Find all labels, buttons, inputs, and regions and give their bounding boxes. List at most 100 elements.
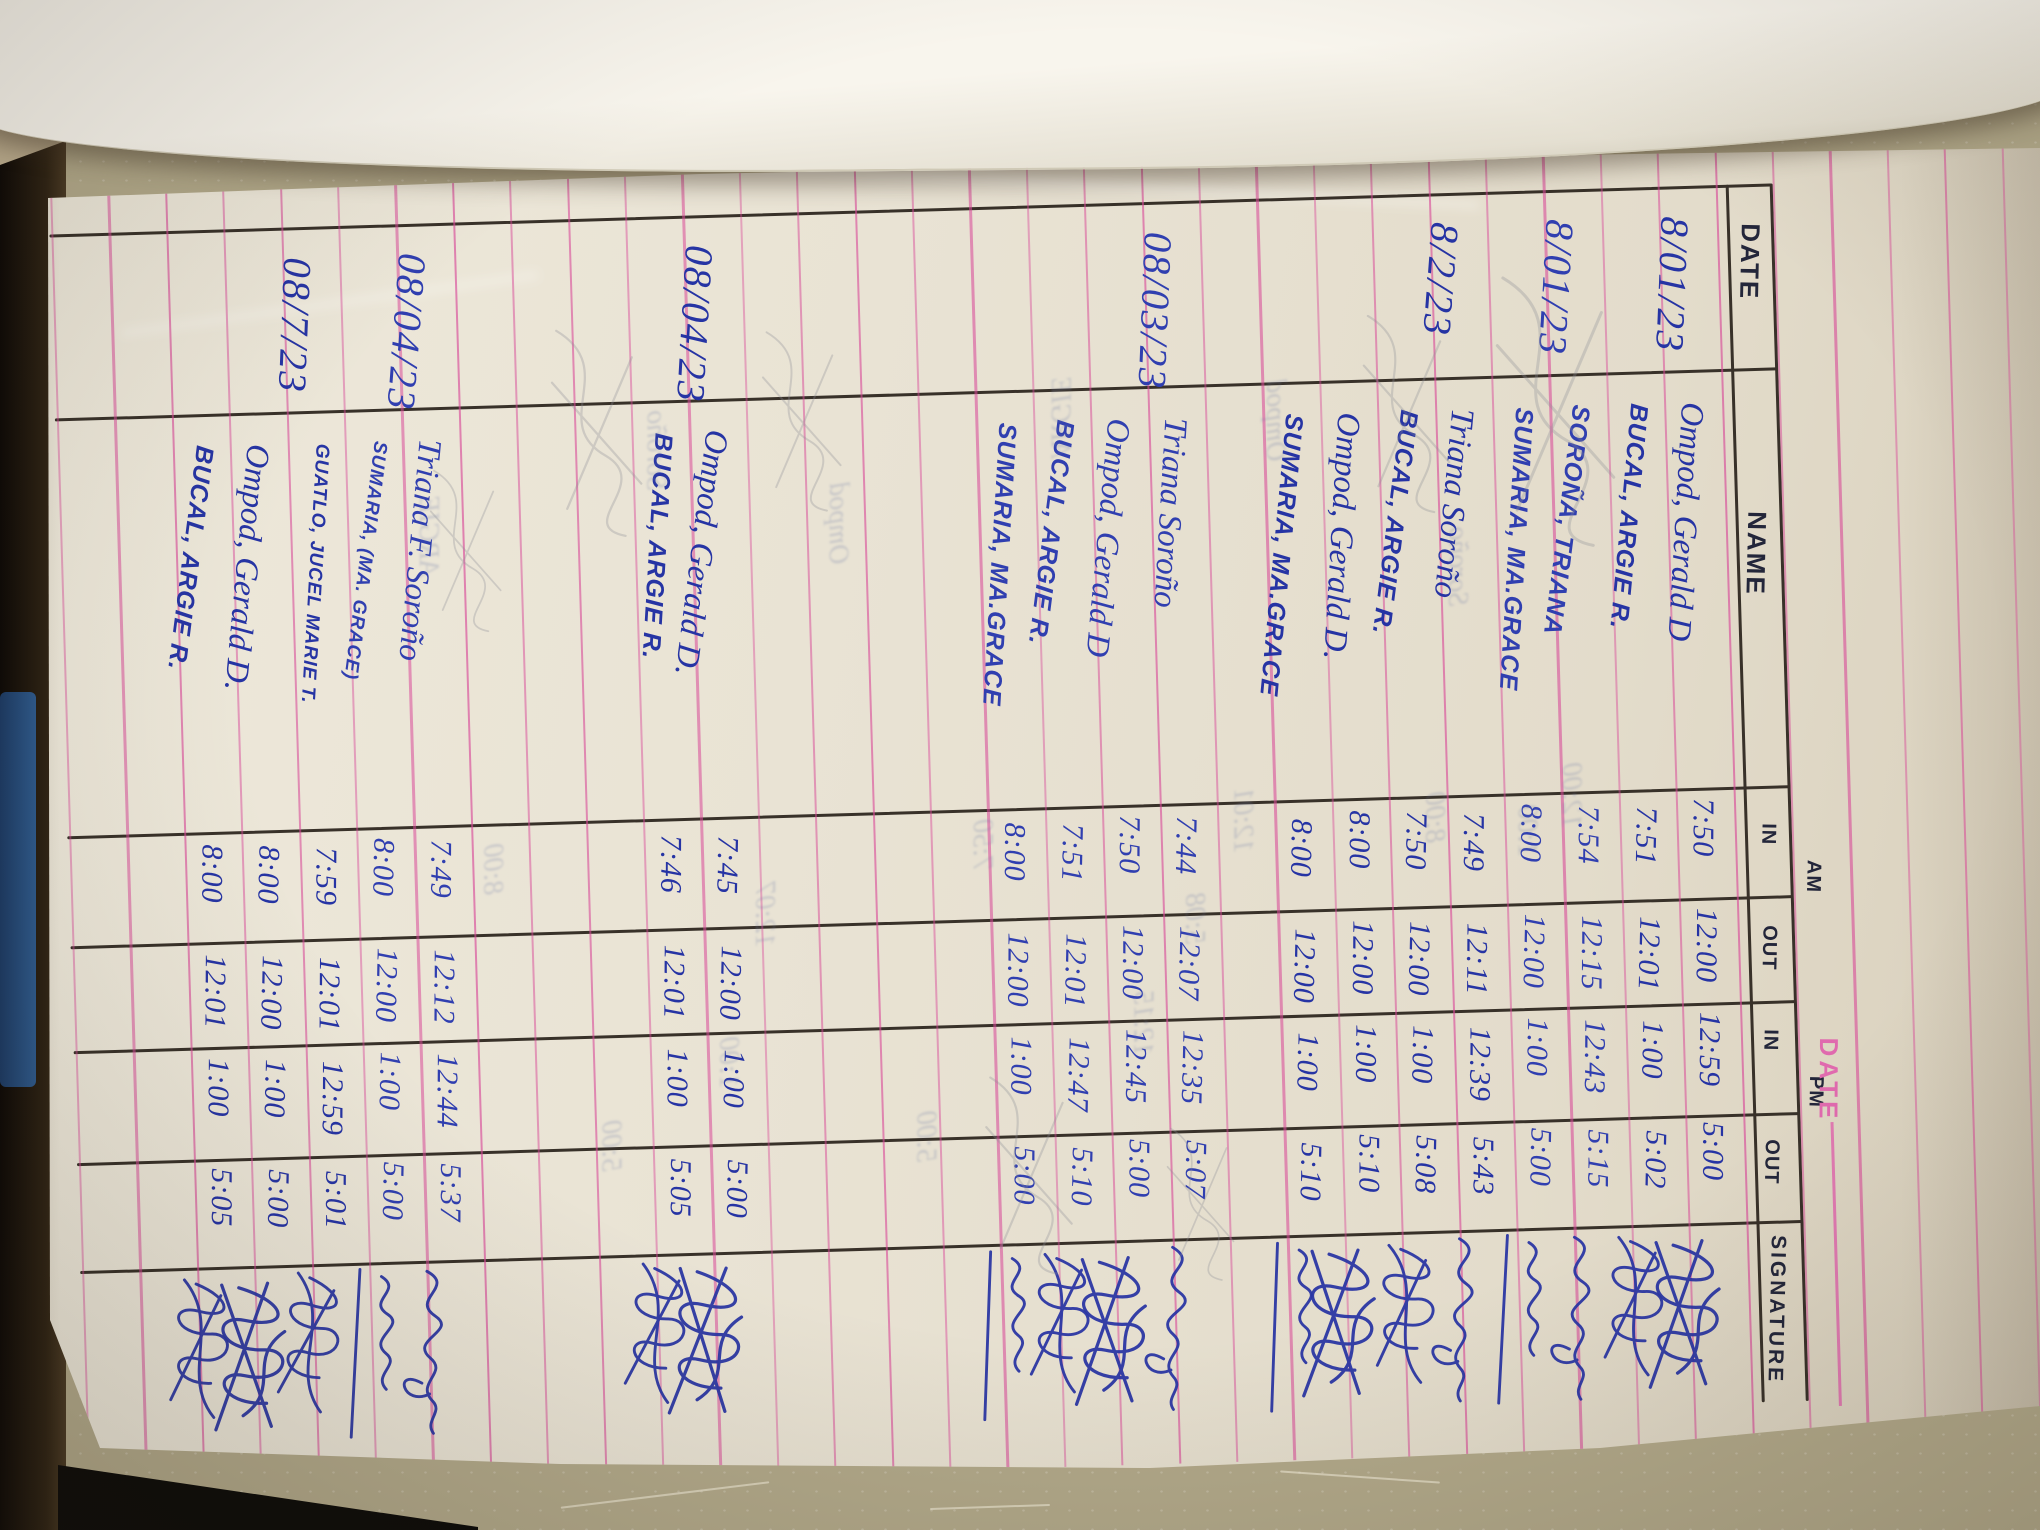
- entry-pm-out: 5:01: [319, 1170, 353, 1230]
- signature-scribble: [1301, 1248, 1376, 1398]
- ink-bleed-ghost: 1:00: [1511, 805, 1543, 857]
- col-header-am-out: OUT: [1757, 924, 1781, 971]
- entry-date: 08/04/23: [378, 251, 436, 413]
- entry-am-out: 12:11: [1460, 922, 1494, 996]
- entry-am-out: 12:00: [713, 945, 748, 1022]
- ruled-line: [1885, 148, 1928, 1442]
- entry-name: GUATLO, JUCEL MARIE T.: [297, 443, 334, 705]
- signature-scribble: [1603, 1235, 1663, 1377]
- entry-am-in: 7:44: [1169, 815, 1204, 876]
- pencil-scribble-ghost: [1166, 1127, 1235, 1281]
- pencil-scribble-ghost: [985, 1076, 1073, 1275]
- signature-scribble: [1144, 1245, 1188, 1411]
- printed-date-underline: [1830, 1122, 1842, 1406]
- entry-am-in: 8:00: [365, 837, 401, 898]
- ruled-line: [1943, 148, 1985, 1440]
- col-header-date: DATE: [1734, 222, 1766, 301]
- col-header-name: NAME: [1740, 510, 1773, 597]
- entry-pm-out: 5:05: [204, 1168, 238, 1228]
- entry-am-in: 7:51: [1054, 823, 1089, 883]
- shadow-wedge: [58, 1465, 478, 1530]
- entry-pm-in: 1:00: [201, 1058, 235, 1118]
- entry-date: 08/03/23: [1129, 231, 1182, 392]
- ink-bleed-ghost: 12:15: [1127, 990, 1159, 1057]
- col-header-pm-out: OUT: [1759, 1139, 1784, 1185]
- entry-pm-in: 12:39: [1463, 1026, 1497, 1102]
- signature-scribble: [1375, 1243, 1435, 1384]
- entry-pm-out: 5:08: [1408, 1134, 1443, 1195]
- entry-pm-out: 5:15: [1581, 1129, 1615, 1189]
- signature-scribble: [1431, 1237, 1474, 1403]
- signature-scribble: [214, 1281, 287, 1432]
- entry-am-out: 12:01: [1057, 933, 1093, 1009]
- ink-bleed-ghost: Ompod: [1259, 379, 1292, 462]
- ink-bleed-ghost: Soroño: [1442, 526, 1474, 607]
- entry-am-in: 8:00: [251, 845, 286, 905]
- entry-name: Ompod, Gerald D.: [217, 442, 276, 693]
- entry-pm-out: 5:02: [1637, 1130, 1673, 1190]
- entry-pm-out: 5:00: [1523, 1127, 1558, 1188]
- entry-pm-out: 5:37: [434, 1163, 468, 1223]
- entry-pm-out: 5:43: [1466, 1136, 1501, 1196]
- entry-pm-in: 12:59: [316, 1060, 350, 1137]
- entry-am-in: 7:50: [1686, 798, 1720, 858]
- entry-am-out: 12:00: [368, 947, 404, 1024]
- entry-am-in: 7:51: [1628, 806, 1663, 866]
- entry-am-out: 12:01: [312, 956, 347, 1033]
- entry-pm-out: 5:10: [1293, 1142, 1329, 1203]
- entry-pm-out: 5:00: [375, 1161, 410, 1222]
- entry-am-in: 7:50: [1112, 815, 1147, 875]
- ink-bleed-ghost: 8:00: [477, 843, 509, 896]
- blue-object-edge: [0, 692, 36, 1087]
- signature-scribble: [349, 1268, 395, 1439]
- entry-date: 08/04/23: [668, 243, 723, 405]
- entry-am-in: 8:00: [1284, 818, 1319, 879]
- entry-am-in: 8:00: [1342, 810, 1376, 870]
- pencil-scribble-ghost: [550, 329, 643, 537]
- entry-am-out: 12:00: [1401, 920, 1437, 997]
- entry-am-in: 7:59: [309, 846, 344, 907]
- entry-pm-in: 1:00: [1405, 1024, 1440, 1085]
- entry-am-in: 7:49: [1457, 812, 1491, 873]
- entry-pm-in: 12:43: [1578, 1019, 1612, 1095]
- entry-pm-in: 12:44: [430, 1053, 465, 1129]
- table-scratch: [930, 1503, 1050, 1511]
- ink-bleed-ghost: 5:00: [910, 1111, 942, 1163]
- entry-am-out: 12:01: [198, 954, 232, 1030]
- entry-pm-in: 12:35: [1175, 1029, 1210, 1106]
- ink-bleed-ghost: 5:08: [1178, 892, 1211, 945]
- entry-am-out: 12:00: [1115, 925, 1150, 1001]
- entry-am-in: 8:00: [998, 822, 1032, 882]
- signature-scribble: [623, 1262, 686, 1404]
- signature-scribble: [1029, 1252, 1090, 1394]
- signature-scribble: [1497, 1233, 1542, 1405]
- entry-am-in: 8:00: [194, 844, 229, 904]
- ink-bleed-ghost: 1:00: [713, 1036, 745, 1089]
- pencil-scribble-ghost: [761, 331, 842, 512]
- ink-bleed-ghost: 8:00: [1419, 791, 1451, 844]
- entry-am-out: 12:12: [427, 949, 461, 1025]
- table-scratch: [1280, 1470, 1440, 1484]
- entry-pm-out: 5:00: [260, 1168, 296, 1229]
- entry-am-in: 7:49: [424, 839, 458, 899]
- col-header-am-in: IN: [1757, 822, 1780, 846]
- signature-scribble: [403, 1269, 444, 1435]
- signature-scribble: [1550, 1235, 1591, 1401]
- entry-name: Ompod, Gerald D.: [667, 427, 735, 678]
- entry-am-out: 12:01: [657, 944, 691, 1020]
- entry-name: Triana Soroño: [1146, 416, 1194, 609]
- signature-scribble: [1648, 1239, 1721, 1389]
- entry-pm-out: 5:00: [1696, 1121, 1730, 1182]
- entry-am-out: 12:00: [1345, 920, 1379, 996]
- entry-pm-out: 5:05: [663, 1158, 697, 1218]
- entry-pm-in: 1:00: [257, 1058, 292, 1119]
- entry-am-out: 12:00: [1287, 928, 1322, 1005]
- curled-previous-page: [0, 0, 2040, 180]
- table-scratch: [560, 1481, 770, 1509]
- entry-pm-out: 5:10: [1351, 1134, 1386, 1194]
- entry-am-out: 12:01: [1631, 916, 1666, 992]
- signature-scribble: [168, 1278, 229, 1419]
- entry-pm-in: 1:00: [1348, 1024, 1383, 1084]
